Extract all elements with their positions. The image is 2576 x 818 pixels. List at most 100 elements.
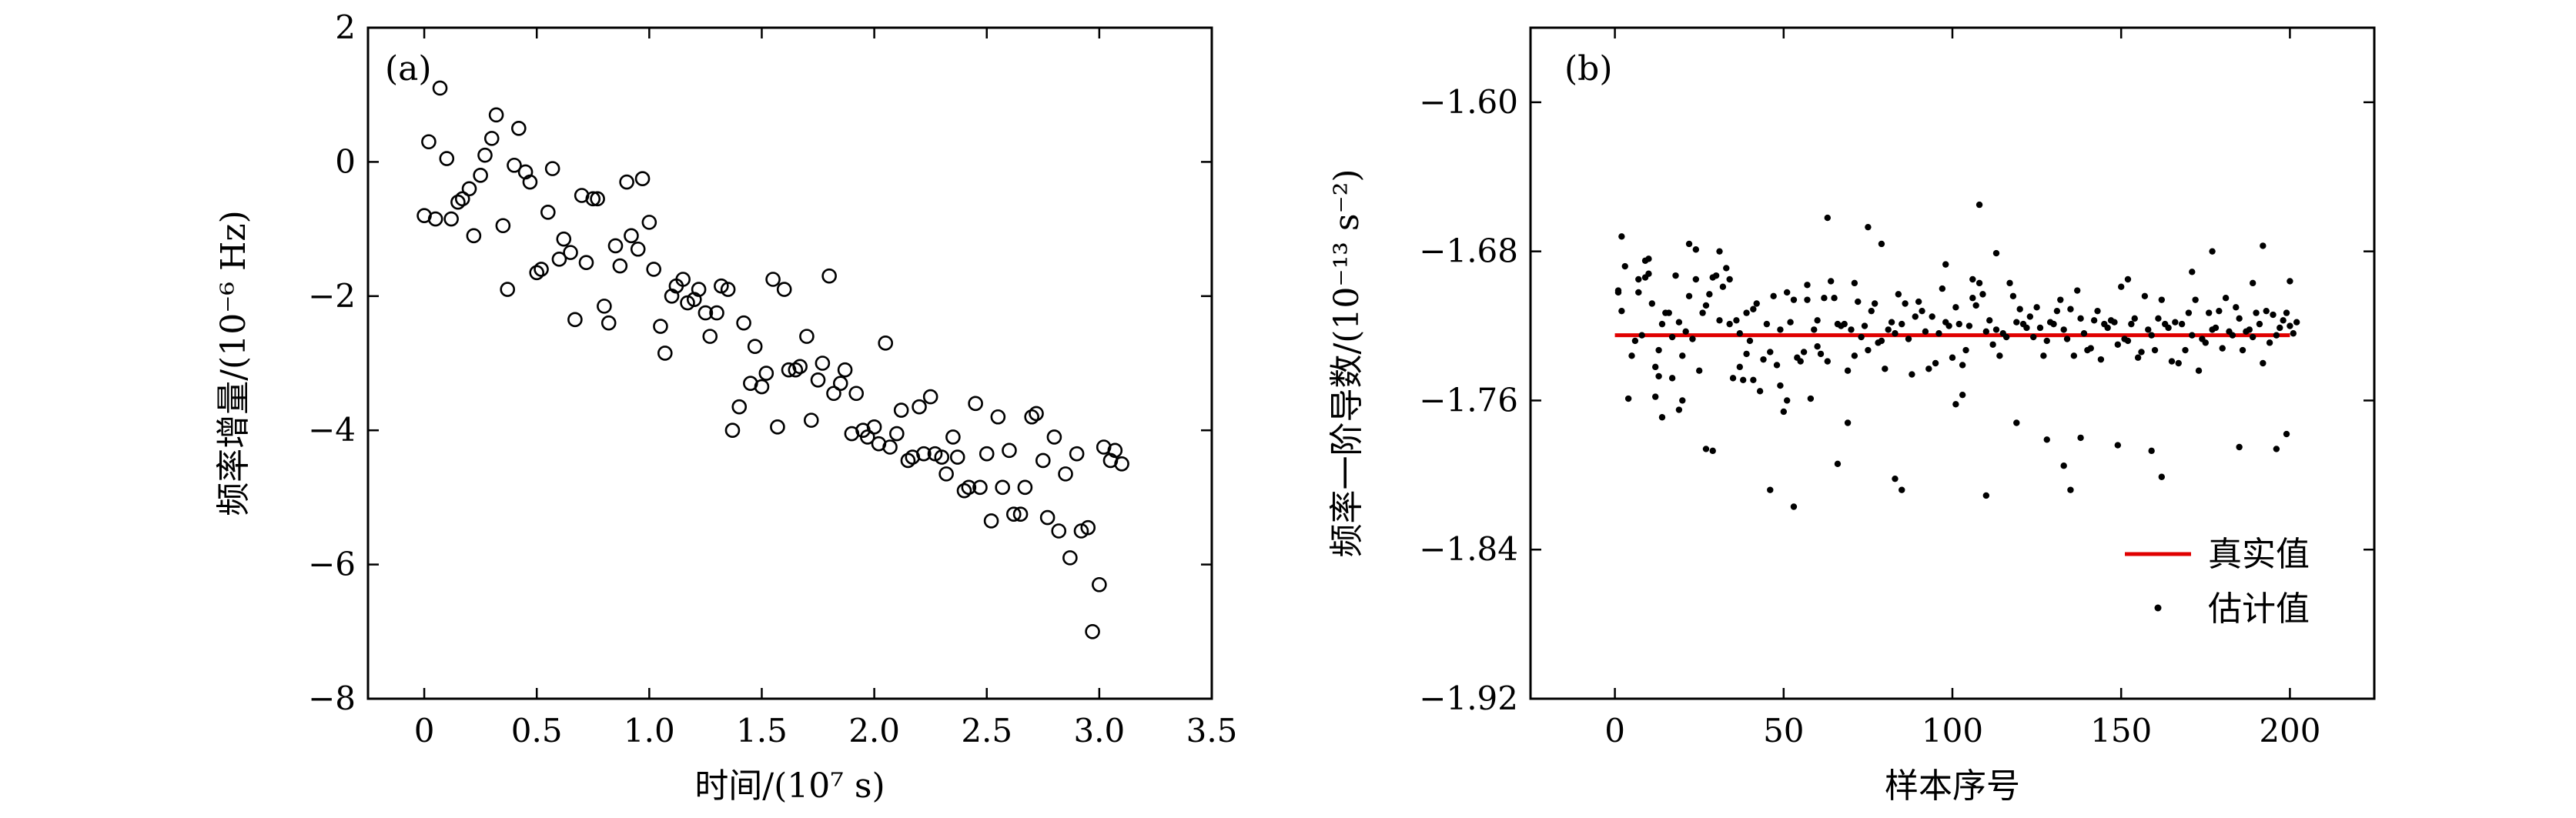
panel-b-estimate-point (1979, 291, 1986, 298)
panel-b-estimate-point (2222, 295, 2230, 302)
panel-b-estimate-point (2104, 324, 2111, 332)
panel-a-data-point (938, 466, 954, 482)
panel-b-estimate-point (1827, 278, 1835, 285)
panel-b-estimate-point (1885, 326, 1892, 333)
panel-a-data-point (1058, 466, 1073, 482)
panel-b-estimate-point (1942, 261, 1949, 268)
panel-b-estimate-point (2287, 322, 2293, 329)
panel-b-chart: 0 50 100 150 200 −1.92 −1.84 −1.76 −1.68 −1.60 (b… (1327, 26, 2376, 806)
panel-b-estimate-point (1992, 249, 2000, 257)
panel-b-y-tick-label: −1.76 (1419, 381, 1518, 419)
panel-a-data-point (450, 194, 466, 210)
panel-b-estimate-point (1652, 393, 1659, 400)
panel-b-estimate-point (2189, 332, 2196, 339)
panel-b-estimate-point (2006, 279, 2013, 287)
panel-b-x-tick-label: 0 (1604, 712, 1625, 750)
panel-b-y-tick-label: −1.84 (1419, 530, 1518, 568)
panel-a-x-tick-label: 0 (414, 712, 435, 750)
panel-a-data-point (799, 329, 815, 344)
panel-b-estimate-point (1821, 295, 1828, 302)
panel-b-estimate-point (1675, 406, 1683, 413)
panel-b-estimate-point (1618, 307, 1625, 315)
panel-b-estimate-point (1685, 292, 1693, 299)
panel-a-data-point (675, 272, 691, 287)
panel-b-estimate-point (1783, 397, 1791, 404)
panel-b-estimate-point (1969, 295, 1976, 302)
panel-b-estimate-point (1736, 330, 1744, 337)
panel-b-estimate-point (1878, 240, 1885, 248)
panel-a-data-point (972, 479, 988, 496)
panel-b-estimate-point (2246, 326, 2253, 333)
panel-b-estimate-point (1736, 363, 1744, 371)
panel-b-estimate-point (1668, 375, 1676, 382)
panel-b-estimate-point (2080, 330, 2088, 337)
panel-a-data-point (432, 80, 448, 96)
panel-a-data-point (832, 376, 848, 391)
panel-b-estimate-point (2050, 320, 2057, 328)
panel-b-estimate-point (2277, 324, 2283, 332)
panel-b-estimate-point (1675, 319, 1683, 326)
panel-a-data-point (443, 211, 459, 227)
panel-b-estimate-point (1892, 475, 1899, 482)
panel-b-estimate-point (2148, 332, 2155, 339)
panel-b-estimate-point (2002, 333, 2010, 341)
panel-a-y-tick-label: −8 (308, 679, 356, 717)
panel-b-estimate-point (2253, 309, 2260, 316)
panel-a-chart: 0 0.5 1.0 1.5 2.0 2.5 3.0 3.5 −8 −6 −4 −2 0 2 (a) 时间/… (214, 8, 1237, 806)
panel-b-estimate-point (1668, 333, 1676, 341)
panel-b-estimate-point (1665, 309, 1672, 316)
panel-b-estimate-point (1861, 322, 1868, 329)
panel-b-estimate-point (1929, 313, 1935, 320)
panel-b-estimate-point (2165, 324, 2172, 332)
panel-b-y-tick-label: −1.92 (1419, 679, 1518, 717)
panel-b-estimate-point (1716, 317, 1723, 324)
panel-a-data-point (1080, 519, 1096, 536)
panel-a-data-point (731, 399, 748, 415)
panel-b-estimate-point (1746, 337, 1754, 345)
panel-b-estimate-point (1996, 352, 2003, 359)
panel-b-estimate-point (1702, 302, 1710, 309)
panel-b-estimate-point (2094, 307, 2101, 315)
panel-a-data-point (848, 386, 865, 402)
panel-b-estimate-point (1895, 291, 1902, 298)
panel-a-data-point (1012, 506, 1029, 523)
panel-b-estimate-point (1652, 363, 1659, 371)
panel-b-estimate-point (1618, 233, 1625, 240)
panel-b-estimate-point (2077, 315, 2084, 322)
panel-b-estimate-point (1614, 289, 1622, 296)
panel-b-estimate-point (2229, 332, 2236, 339)
panel-a-data-point (540, 204, 556, 220)
panel-a-data-point (770, 419, 785, 435)
panel-a-x-tick-label: 3.5 (1186, 712, 1238, 750)
panel-b-estimate-point (1658, 320, 1666, 328)
panel-b-estimate-point (1882, 366, 1889, 372)
panel-b-estimate-point (1949, 354, 1956, 361)
panel-b-estimate-point (1945, 322, 1952, 329)
panel-b-estimate-point (2256, 320, 2263, 328)
panel-a-data-point (866, 419, 882, 435)
panel-b-estimate-point (2273, 446, 2280, 452)
panel-b-estimate-point (1959, 391, 1966, 399)
panel-b-estimate-point (1989, 341, 1996, 348)
panel-b-estimate-point (2158, 473, 2166, 480)
panel-b-estimate-point (2293, 319, 2300, 326)
panel-a-data-point (949, 449, 965, 465)
panel-b-estimate-point (2216, 307, 2223, 315)
panel-b-estimate-point (2141, 292, 2149, 299)
panel-a-data-point (454, 191, 470, 207)
panel-a-data-point (1029, 406, 1044, 422)
panel-b-estimate-point (1855, 298, 1862, 305)
panel-b-estimate-point (2158, 296, 2166, 303)
panel-b-estimate-point (1851, 279, 1858, 287)
panel-a-data-point (698, 305, 714, 321)
panel-b-estimate-point (1753, 300, 1760, 307)
panel-b-estimate-point (2043, 436, 2050, 443)
panel-b-estimate-point (2175, 359, 2182, 367)
panel-b-estimate-point (1777, 382, 1784, 389)
panel-a-data-point (1006, 506, 1022, 523)
legend-true-label: 真实值 (2208, 535, 2310, 574)
panel-a-data-point (551, 252, 567, 267)
panel-a-data-point (961, 479, 977, 496)
panel-b-estimate-point (1767, 486, 1774, 493)
panel-b-estimate-point (2239, 346, 2246, 354)
